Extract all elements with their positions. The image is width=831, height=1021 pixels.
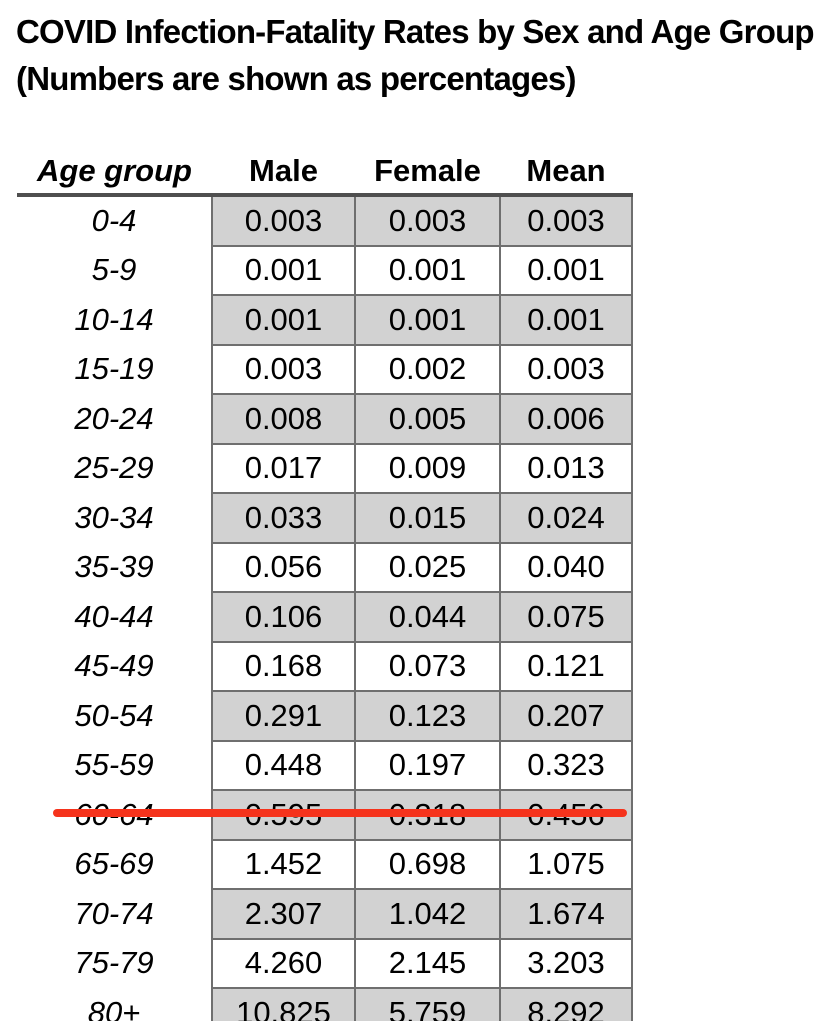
mean-value: 0.013 [499, 442, 633, 494]
male-value: 0.056 [211, 541, 356, 593]
age-label: 35-39 [74, 549, 154, 585]
mean-value: 0.006 [499, 393, 633, 445]
age-label: 40-44 [74, 598, 154, 634]
female-value: 5.759 [354, 987, 501, 1021]
age-label: 75-79 [74, 945, 154, 981]
male-value: 0.008 [211, 393, 356, 445]
female-value: 0.015 [354, 492, 501, 544]
mean-value: 0.003 [499, 194, 633, 247]
male-value: 2.307 [211, 888, 356, 940]
header-row: Age group Male Female Mean [17, 148, 632, 197]
male-value: 0.001 [211, 294, 356, 346]
age-label: 10-14 [74, 301, 154, 337]
ifr-table: Age group Male Female Mean 0-4 0.003 0.0… [17, 148, 633, 1021]
age-label: 50-54 [74, 697, 154, 733]
female-value: 0.073 [354, 640, 501, 692]
mean-value: 0.040 [499, 541, 633, 593]
age-label: 30-34 [74, 499, 154, 535]
male-value: 0.168 [211, 640, 356, 692]
mean-value: 1.075 [499, 838, 633, 890]
table-row: 5-9 0.001 0.001 0.001 [17, 244, 633, 296]
male-value: 4.260 [211, 937, 356, 989]
age-label: 25-29 [74, 450, 154, 486]
age-label: 45-49 [74, 648, 154, 684]
column-header-age-group: Age group [17, 148, 212, 197]
male-value: 0.017 [211, 442, 356, 494]
female-value: 0.005 [354, 393, 501, 445]
table-row: 25-29 0.017 0.009 0.013 [17, 442, 633, 494]
mean-value: 3.203 [499, 937, 633, 989]
mean-value: 0.001 [499, 244, 633, 296]
female-value: 0.002 [354, 343, 501, 395]
male-value: 0.003 [211, 194, 356, 247]
table-body: 0-4 0.003 0.003 0.003 5-9 0.001 0.001 0.… [17, 194, 633, 1021]
female-value: 0.044 [354, 591, 501, 643]
mean-value: 0.207 [499, 690, 633, 742]
mean-value: 0.024 [499, 492, 633, 544]
female-value: 0.123 [354, 690, 501, 742]
table-row: 55-59 0.448 0.197 0.323 [17, 739, 633, 791]
male-value: 1.452 [211, 838, 356, 890]
title-block: COVID Infection-Fatality Rates by Sex an… [16, 8, 826, 102]
table-row: 65-69 1.452 0.698 1.075 [17, 838, 633, 890]
mean-value: 1.674 [499, 888, 633, 940]
age-label: 0-4 [91, 203, 137, 239]
mean-value: 0.121 [499, 640, 633, 692]
female-value: 0.025 [354, 541, 501, 593]
female-value: 0.001 [354, 244, 501, 296]
highlight-divider-line [53, 809, 627, 817]
age-label: 5-9 [91, 252, 137, 288]
table-row: 15-19 0.003 0.002 0.003 [17, 343, 633, 395]
table-row: 45-49 0.168 0.073 0.121 [17, 640, 633, 692]
mean-value: 0.001 [499, 294, 633, 346]
female-value: 0.698 [354, 838, 501, 890]
table-row: 0-4 0.003 0.003 0.003 [17, 194, 633, 247]
page-title: COVID Infection-Fatality Rates by Sex an… [16, 13, 815, 50]
mean-value: 0.075 [499, 591, 633, 643]
mean-value: 0.003 [499, 343, 633, 395]
male-value: 0.448 [211, 739, 356, 791]
page-subtitle: (Numbers are shown as percentages) [16, 60, 576, 97]
table-row: 40-44 0.106 0.044 0.075 [17, 591, 633, 643]
column-header-female: Female [355, 148, 500, 197]
column-header-mean: Mean [500, 148, 632, 197]
female-value: 0.001 [354, 294, 501, 346]
male-value: 0.291 [211, 690, 356, 742]
age-label: 15-19 [74, 351, 154, 387]
column-header-male: Male [212, 148, 355, 197]
male-value: 0.003 [211, 343, 356, 395]
table-row: 50-54 0.291 0.123 0.207 [17, 690, 633, 742]
age-label: 65-69 [74, 846, 154, 882]
mean-value: 8.292 [499, 987, 633, 1021]
male-value: 10.825 [211, 987, 356, 1021]
table-row: 20-24 0.008 0.005 0.006 [17, 393, 633, 445]
female-value: 0.009 [354, 442, 501, 494]
table-row: 30-34 0.033 0.015 0.024 [17, 492, 633, 544]
female-value: 1.042 [354, 888, 501, 940]
age-label: 80+ [87, 994, 141, 1021]
male-value: 0.106 [211, 591, 356, 643]
male-value: 0.001 [211, 244, 356, 296]
age-label: 55-59 [74, 747, 154, 783]
table-row: 80+ 10.825 5.759 8.292 [17, 987, 633, 1021]
mean-value: 0.323 [499, 739, 633, 791]
female-value: 0.003 [354, 194, 501, 247]
male-value: 0.033 [211, 492, 356, 544]
table-row: 35-39 0.056 0.025 0.040 [17, 541, 633, 593]
age-label: 70-74 [74, 895, 154, 931]
table-row: 75-79 4.260 2.145 3.203 [17, 937, 633, 989]
age-label: 20-24 [74, 400, 154, 436]
female-value: 0.197 [354, 739, 501, 791]
table-row: 70-74 2.307 1.042 1.674 [17, 888, 633, 940]
table-row: 10-14 0.001 0.001 0.001 [17, 294, 633, 346]
table-header: Age group Male Female Mean [17, 148, 632, 197]
female-value: 2.145 [354, 937, 501, 989]
